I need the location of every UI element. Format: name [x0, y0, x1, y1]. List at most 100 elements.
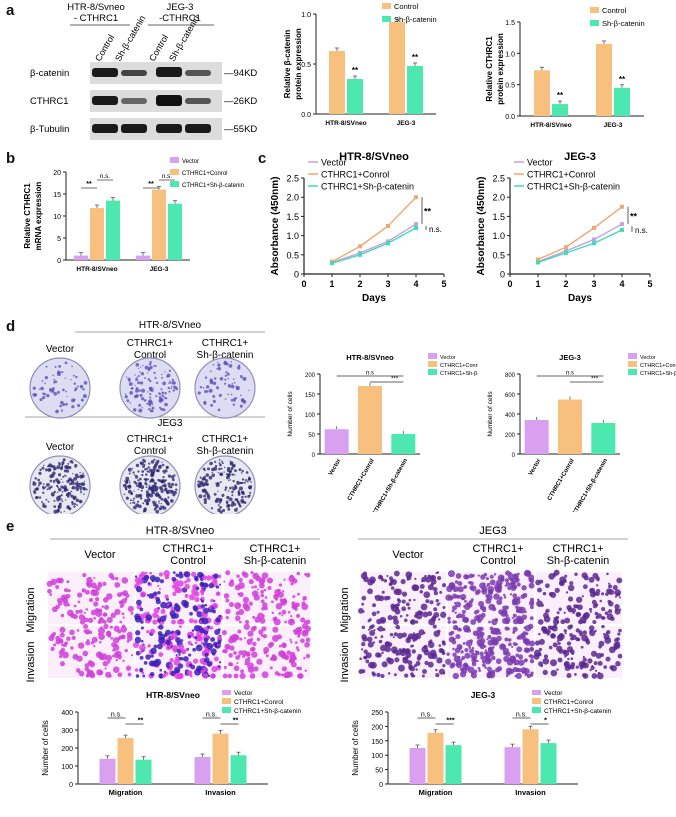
cell-dot	[477, 667, 481, 670]
colony-dot	[134, 384, 136, 387]
cell-dot	[194, 636, 198, 640]
cell-dot	[229, 645, 235, 651]
cell-dot	[283, 578, 286, 581]
cell-dot	[548, 592, 554, 597]
cell-dot	[61, 596, 69, 604]
blot-kd-label: —55KD	[224, 124, 257, 135]
cell-dot	[446, 652, 450, 656]
cell-dot	[583, 611, 590, 619]
cell-dot	[107, 660, 111, 664]
colony-dot	[46, 483, 50, 487]
cell-dot	[228, 653, 233, 658]
colony-dot	[225, 362, 229, 366]
colony-dot	[170, 387, 172, 390]
y-tick-label: 2.0	[492, 193, 505, 203]
cell-dot	[243, 637, 247, 640]
cell-dot	[303, 620, 307, 624]
cell-dot	[77, 592, 83, 598]
cell-dot	[537, 587, 542, 593]
colony-dot	[37, 478, 40, 482]
cell-dot	[69, 629, 75, 636]
cell-dot	[453, 586, 460, 592]
legend-label: Control	[602, 6, 627, 15]
colony-dot	[228, 364, 233, 368]
colony-dot	[60, 478, 62, 481]
cell-dot	[55, 584, 60, 590]
cell-dot	[298, 666, 302, 671]
colony-dot	[148, 362, 152, 366]
cell-dot	[188, 653, 192, 657]
transwell-col-label: CTHRC1+	[472, 543, 523, 555]
cell-dot	[376, 610, 380, 614]
colony-dot	[148, 471, 151, 473]
colony-dot	[150, 388, 154, 392]
cell-dot	[59, 639, 64, 644]
cell-dot	[114, 608, 121, 616]
cell-dot	[201, 617, 209, 625]
cell-dot	[399, 614, 403, 618]
blot-band	[156, 124, 182, 133]
colony-dot	[161, 391, 165, 395]
colony-dot	[62, 481, 64, 483]
colony-dot	[57, 480, 60, 484]
cell-dot	[614, 608, 621, 615]
colony-dot	[78, 499, 83, 504]
colony-dot	[166, 373, 171, 378]
cell-dot	[46, 580, 53, 587]
colony-htr-title: HTR-8/SVneo	[139, 320, 202, 331]
colony-dot	[211, 471, 213, 474]
transwell-htr: HTR-8/SVneo Vector CTHRC1+ Control CTHRC…	[25, 525, 320, 682]
cell-dot	[204, 652, 209, 657]
bar	[106, 200, 120, 260]
cell-dot	[583, 575, 589, 581]
cell-dot	[592, 619, 597, 625]
legend-label: Vector	[544, 690, 563, 697]
colony-dot	[64, 474, 66, 476]
colony-dot	[34, 477, 37, 480]
colony-dot	[37, 484, 40, 487]
sig-label: n.s.	[635, 226, 648, 235]
cell-dot	[432, 586, 438, 592]
y-axis-label: protein expression	[294, 28, 303, 100]
colony-dot	[147, 466, 151, 469]
x-tick-label: 4	[619, 279, 624, 289]
cell-dot	[487, 585, 495, 593]
cell-dot	[588, 576, 595, 583]
colony-dot	[60, 511, 62, 513]
cell-dot	[486, 673, 492, 679]
cell-dot	[438, 668, 445, 675]
cell-dot	[252, 572, 260, 580]
cell-dot	[463, 574, 469, 580]
cell-dot	[605, 631, 609, 635]
colony-dot	[61, 500, 64, 503]
colony-dot	[234, 486, 238, 489]
x-tick-label: 0	[507, 279, 512, 289]
colony-dot	[133, 490, 135, 492]
colony-dot	[135, 494, 140, 499]
colony-dot	[211, 462, 213, 464]
cell-dot	[546, 632, 550, 636]
colony-dot	[76, 480, 79, 483]
cell-dot	[305, 619, 311, 625]
cell-dot	[490, 638, 498, 646]
blot-row-label: CTHRC1	[30, 96, 69, 107]
cell-dot	[486, 666, 492, 672]
cell-dot	[114, 576, 119, 581]
cell-dot	[512, 666, 518, 673]
colony-dot	[164, 469, 168, 473]
cell-dot	[512, 630, 516, 634]
cell-dot	[271, 611, 275, 615]
cell-dot	[64, 641, 69, 645]
colony-dot	[165, 479, 167, 482]
cell-dot	[288, 575, 296, 583]
colony-dot	[154, 365, 157, 367]
colony-dot	[43, 464, 45, 467]
bar	[347, 79, 363, 114]
colony-dot	[224, 488, 227, 491]
cell-dot	[430, 574, 437, 581]
cell-dot	[284, 620, 288, 624]
colony-dot	[159, 464, 162, 468]
cell-dot	[557, 641, 561, 645]
